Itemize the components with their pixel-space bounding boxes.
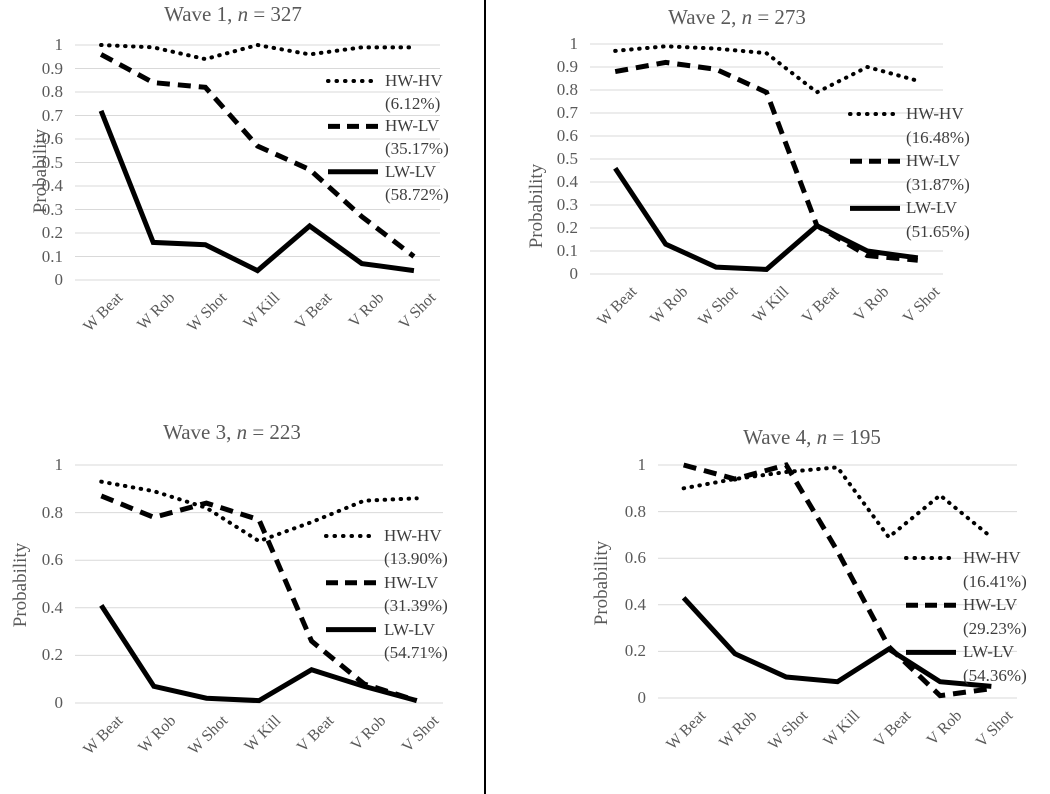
title-prefix: Wave 1, bbox=[164, 2, 238, 26]
wave1-ytick: 0.5 bbox=[41, 152, 63, 172]
wave1-ytick: 0.4 bbox=[41, 176, 63, 195]
wave3-ylabel: Probability bbox=[10, 542, 31, 628]
wave1-title: Wave 1, n = 327 bbox=[164, 2, 302, 27]
wave1-hw-hv-line bbox=[99, 42, 416, 62]
wave3-ytick: 0.8 bbox=[41, 502, 63, 522]
title-count: = 327 bbox=[248, 2, 302, 26]
wave4-legend-label: HW-HV bbox=[963, 548, 1021, 567]
wave3-legend-label: HW-HV bbox=[384, 526, 442, 545]
wave1-legend-label: LW-LV bbox=[385, 161, 436, 181]
wave3-legend-pct: (13.90%) bbox=[384, 549, 448, 569]
wave4-legend-label: HW-LV bbox=[963, 595, 1018, 615]
wave1-ylabel: Probability bbox=[30, 128, 51, 214]
wave1-ytick: 0.1 bbox=[41, 246, 63, 266]
wave3-ytick: 0 bbox=[54, 693, 64, 712]
wave3-hw-hv-line bbox=[99, 479, 419, 544]
wave4-ytick: 1 bbox=[637, 455, 647, 474]
wave1-ytick: 0.6 bbox=[41, 129, 63, 148]
wave2-ytick: 0.3 bbox=[556, 195, 578, 214]
wave3-legend-pct: (31.39%) bbox=[384, 596, 448, 616]
wave4-ytick: 0.4 bbox=[624, 594, 646, 614]
wave4-ytick: 0.8 bbox=[624, 501, 646, 521]
wave1-legend-pct: (35.17%) bbox=[385, 139, 449, 159]
wave1-legend-pct: (6.12%) bbox=[385, 93, 441, 113]
wave3-lw-lv-line bbox=[99, 604, 418, 704]
wave4-legend-label: LW-LV bbox=[963, 642, 1014, 662]
wave2-ytick: 0.4 bbox=[556, 172, 578, 191]
wave1-ytick: 0 bbox=[54, 270, 64, 289]
wave2-legend-pct: (16.48%) bbox=[906, 127, 970, 147]
wave2-legend-label: LW-LV bbox=[906, 198, 957, 218]
wave3-ytick: 0.2 bbox=[41, 645, 63, 665]
title-prefix: Wave 2, bbox=[668, 5, 742, 29]
title-prefix: Wave 4, bbox=[743, 425, 817, 449]
wave4-legend-pct: (29.23%) bbox=[963, 618, 1027, 638]
wave4-legend-pct: (16.41%) bbox=[963, 571, 1027, 591]
wave2-ytick: 1 bbox=[569, 34, 579, 53]
wave2-title: Wave 2, n = 273 bbox=[668, 5, 806, 30]
wave1-ytick: 0.9 bbox=[41, 58, 63, 78]
wave2-ytick: 0.6 bbox=[556, 126, 578, 145]
wave1-legend-label: HW-HV bbox=[385, 71, 443, 90]
wave3-hw-lv-line bbox=[100, 493, 418, 704]
title-count: = 273 bbox=[752, 5, 806, 29]
wave2-ytick: 0.5 bbox=[556, 149, 578, 168]
wave1-lw-lv-line bbox=[98, 109, 415, 274]
wave2-hw-hv-line bbox=[613, 44, 920, 95]
wave2-ytick: 0.7 bbox=[556, 103, 578, 122]
wave4-legend-pct: (54.36%) bbox=[963, 666, 1027, 685]
wave1-hw-lv-line bbox=[99, 52, 416, 259]
wave2-hw-lv-line bbox=[614, 59, 919, 263]
wave4-ytick: 0.6 bbox=[624, 548, 646, 568]
wave3-legend-label: HW-LV bbox=[384, 572, 439, 592]
wave3-ytick: 1 bbox=[54, 455, 64, 474]
wave1-ytick: 0.2 bbox=[41, 223, 63, 242]
wave3-title: Wave 3, n = 223 bbox=[163, 420, 301, 445]
wave3-legend-pct: (54.71%) bbox=[384, 643, 448, 662]
panel-divider bbox=[484, 0, 486, 794]
wave1-ytick: 0.3 bbox=[41, 199, 63, 219]
wave4-title: Wave 4, n = 195 bbox=[743, 425, 881, 450]
title-count: = 223 bbox=[247, 420, 301, 444]
wave2-legend-pct: (51.65%) bbox=[906, 222, 970, 241]
title-count: = 195 bbox=[827, 425, 881, 449]
wave1-legend-label: HW-LV bbox=[385, 116, 440, 136]
wave2-ylabel: Probability bbox=[526, 163, 547, 249]
wave3-ytick: 0.6 bbox=[41, 550, 63, 570]
wave2-ytick: 0.8 bbox=[556, 80, 578, 99]
wave1-ytick: 0.7 bbox=[41, 105, 63, 125]
wave2-ytick: 0.1 bbox=[556, 241, 578, 260]
wave2-ytick: 0 bbox=[569, 264, 579, 283]
wave3-ytick: 0.4 bbox=[41, 597, 63, 617]
wave4-lw-lv-line bbox=[681, 596, 992, 689]
title-prefix: Wave 3, bbox=[163, 420, 237, 444]
wave1-legend-pct: (58.72%) bbox=[385, 184, 449, 204]
wave2-legend-label: HW-LV bbox=[906, 151, 961, 171]
title-n-italic: n bbox=[741, 5, 753, 29]
title-n-italic: n bbox=[816, 425, 828, 449]
wave2-legend-pct: (31.87%) bbox=[906, 174, 970, 194]
wave4-ytick: 0.2 bbox=[624, 641, 646, 661]
wave4-ytick: 0 bbox=[637, 688, 647, 707]
wave1-ytick: 0.8 bbox=[41, 82, 63, 101]
title-n-italic: n bbox=[236, 420, 248, 444]
wave3-legend-label: LW-LV bbox=[384, 619, 435, 639]
wave4-ylabel: Probability bbox=[591, 540, 612, 626]
wave2-ytick: 0.9 bbox=[556, 57, 578, 76]
wave1-ytick: 1 bbox=[54, 35, 64, 54]
wave2-lw-lv-line bbox=[613, 166, 919, 272]
wave2-ytick: 0.2 bbox=[556, 218, 578, 237]
title-n-italic: n bbox=[237, 2, 249, 26]
wave2-legend-label: HW-HV bbox=[906, 104, 964, 123]
wave4-hw-lv-line bbox=[682, 462, 992, 699]
